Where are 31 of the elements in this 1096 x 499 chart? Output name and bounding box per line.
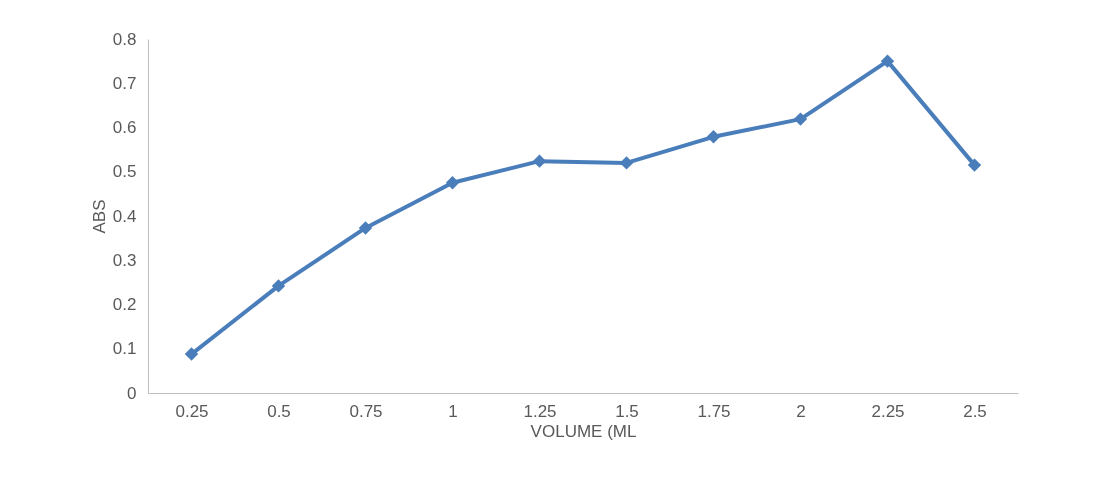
x-tick-label: 0.25 xyxy=(175,401,209,421)
point xyxy=(793,112,808,126)
x-axis-title: VOLUME (ML xyxy=(530,421,637,441)
x-tick-label: 0.75 xyxy=(349,401,383,421)
point xyxy=(184,347,199,361)
x-tick-label: 1.25 xyxy=(523,401,557,421)
x-tick-label: 2.5 xyxy=(963,401,987,421)
y-tick-label: 0.6 xyxy=(112,118,137,137)
point xyxy=(706,130,721,144)
point xyxy=(271,279,286,293)
x-tick-label: 2.25 xyxy=(871,401,905,421)
point xyxy=(445,176,460,190)
y-tick-label: 0.4 xyxy=(112,206,137,226)
y-axis-title: ABS xyxy=(89,199,109,234)
point xyxy=(358,221,373,235)
point xyxy=(532,154,547,168)
point xyxy=(967,158,982,172)
x-tick-label: 1.5 xyxy=(615,401,639,421)
x-tick-label: 1.75 xyxy=(697,401,731,421)
y-tick-label: 0.7 xyxy=(112,73,137,93)
x-tick-label: 0.5 xyxy=(267,401,291,421)
y-tick-label: 0.5 xyxy=(112,162,137,182)
point xyxy=(619,156,634,170)
y-tick-label: 0.2 xyxy=(112,295,137,314)
y-tick-label: 0.3 xyxy=(112,250,137,270)
x-tick-label: 1 xyxy=(448,401,458,421)
y-tick-label: 0 xyxy=(127,383,137,403)
point xyxy=(880,54,895,68)
y-tick-label: 0.8 xyxy=(112,29,137,49)
x-tick-label: 2 xyxy=(796,401,806,421)
y-tick-label: 0.1 xyxy=(112,339,137,359)
